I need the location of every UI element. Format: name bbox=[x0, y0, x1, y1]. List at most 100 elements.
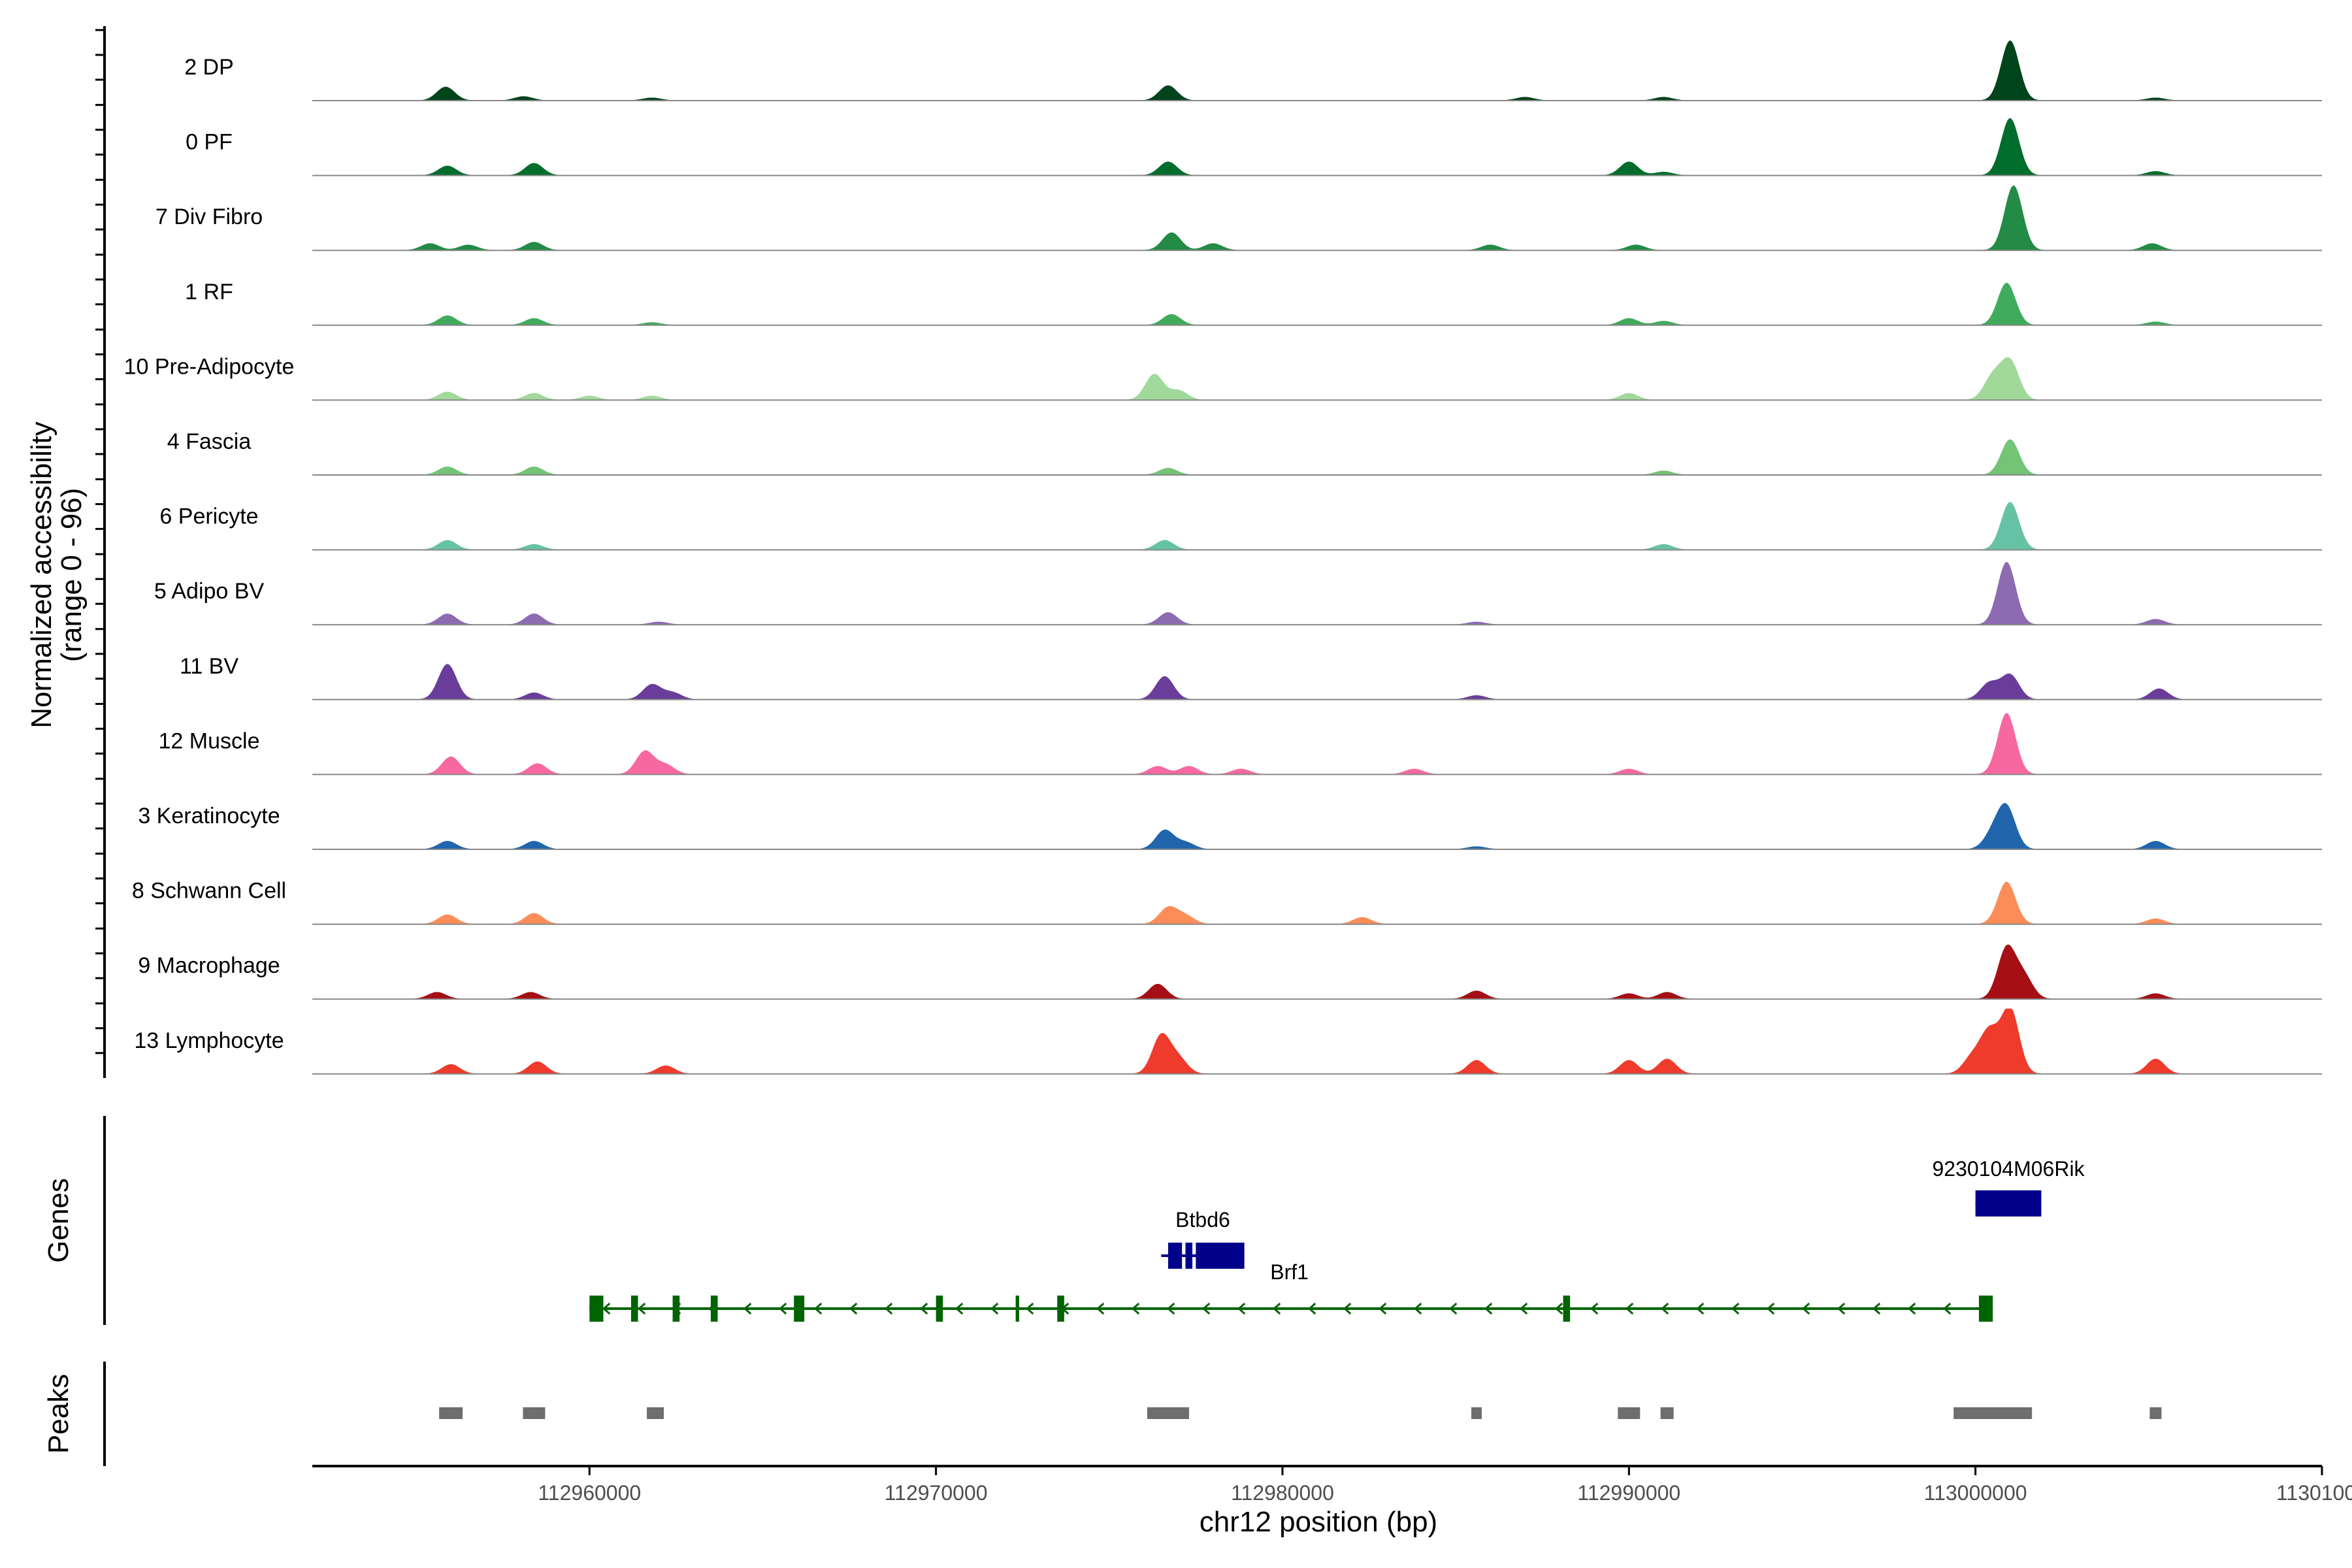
strand-arrow bbox=[1943, 1302, 1952, 1315]
strand-arrow bbox=[1449, 1302, 1458, 1315]
strand-arrow bbox=[1414, 1302, 1422, 1315]
track-label: 10 Pre-Adipocyte bbox=[124, 354, 295, 379]
strand-arrow bbox=[1096, 1302, 1105, 1315]
coverage-area bbox=[312, 502, 2253, 550]
track-label: 9 Macrophage bbox=[138, 953, 280, 978]
track-label: 3 Keratinocyte bbox=[138, 804, 280, 828]
strand-arrow bbox=[1520, 1302, 1528, 1315]
gene-exon bbox=[1185, 1243, 1193, 1269]
strand-arrow bbox=[1202, 1302, 1211, 1315]
strand-arrow bbox=[814, 1302, 823, 1315]
coverage-area bbox=[312, 1008, 2253, 1074]
coverage-area bbox=[312, 664, 2253, 700]
strand-arrow bbox=[1026, 1302, 1034, 1315]
peak-region bbox=[1471, 1407, 1482, 1419]
strand-arrow bbox=[1484, 1302, 1493, 1315]
gene-label: Brf1 bbox=[1270, 1260, 1309, 1284]
strand-arrow bbox=[1731, 1302, 1740, 1315]
gene-exon bbox=[630, 1296, 638, 1322]
peak-region bbox=[1660, 1407, 1674, 1419]
gene-exon bbox=[1975, 1190, 2042, 1217]
peak-region bbox=[647, 1407, 664, 1419]
x-tick-label: 112990000 bbox=[1577, 1481, 1680, 1505]
track-label: 12 Muscle bbox=[159, 728, 260, 753]
y-axis-title-line2: (range 0 - 96) bbox=[56, 488, 88, 662]
coverage-area bbox=[312, 562, 2253, 625]
x-tick-label: 11301000 bbox=[2276, 1481, 2352, 1505]
strand-arrow bbox=[1132, 1302, 1140, 1315]
gene-exon bbox=[1563, 1296, 1571, 1322]
track-label: 7 Div Fibro bbox=[155, 204, 263, 229]
strand-arrow bbox=[1590, 1302, 1599, 1315]
strand-arrow bbox=[1167, 1302, 1175, 1315]
peak-region bbox=[523, 1407, 546, 1419]
gene-exon bbox=[794, 1296, 805, 1322]
coverage-area bbox=[312, 803, 2253, 849]
coverage-tracks: 2 DP 0 PF 7 Div Fibro 1 RF 10 Pre-Adipocyte 4… bbox=[124, 40, 2322, 1075]
gene-exon bbox=[1196, 1243, 1245, 1269]
strand-arrow bbox=[1872, 1302, 1881, 1315]
strand-arrow bbox=[1837, 1302, 1846, 1315]
coverage-area bbox=[312, 944, 2253, 1000]
track-label: 2 DP bbox=[184, 55, 234, 80]
peak-region bbox=[1147, 1407, 1189, 1419]
strand-arrow bbox=[1379, 1302, 1387, 1315]
gene-exon bbox=[672, 1296, 680, 1322]
track-label: 13 Lymphocyte bbox=[134, 1028, 284, 1053]
strand-arrow bbox=[1908, 1302, 1916, 1315]
strand-arrow bbox=[1767, 1302, 1775, 1315]
gene-exon bbox=[1168, 1243, 1183, 1269]
coverage-area bbox=[312, 881, 2253, 924]
gene-exon bbox=[1057, 1296, 1064, 1322]
strand-arrow bbox=[1308, 1302, 1316, 1315]
coverage-area bbox=[312, 357, 2253, 400]
track-label: 8 Schwann Cell bbox=[132, 879, 286, 904]
track-label: 5 Adipo BV bbox=[154, 579, 265, 604]
x-tick-label: 112970000 bbox=[885, 1481, 988, 1505]
strand-arrow bbox=[885, 1302, 893, 1315]
strand-arrow bbox=[743, 1302, 752, 1315]
gene-track: 9230104M06Rik Btbd6 Brf1 bbox=[589, 1157, 2085, 1322]
coverage-area bbox=[312, 40, 2253, 101]
coverage-y-ticks bbox=[95, 29, 105, 1054]
strand-arrow bbox=[1625, 1302, 1634, 1315]
track-label: 6 Pericyte bbox=[159, 504, 258, 529]
strand-arrow bbox=[779, 1302, 787, 1315]
track-label: 4 Fascia bbox=[167, 429, 252, 454]
x-tick-label: 112960000 bbox=[538, 1481, 641, 1505]
strand-arrow bbox=[1696, 1302, 1705, 1315]
peaks-panel-title: Peaks bbox=[42, 1374, 74, 1454]
coverage-area bbox=[312, 439, 2253, 475]
coverage-area bbox=[312, 186, 2253, 251]
x-axis-title: chr12 position (bp) bbox=[1200, 1506, 1437, 1538]
gene-exon bbox=[1978, 1296, 1993, 1322]
strand-arrow bbox=[1343, 1302, 1352, 1315]
gene-exon bbox=[1015, 1296, 1019, 1322]
genes-panel-title: Genes bbox=[42, 1178, 74, 1263]
gene-exon bbox=[936, 1296, 943, 1322]
strand-arrow bbox=[638, 1302, 646, 1315]
coverage-area bbox=[312, 713, 2253, 775]
strand-arrow bbox=[1802, 1302, 1810, 1315]
gene-label: 9230104M06Rik bbox=[1933, 1157, 2085, 1181]
x-tick-label: 112980000 bbox=[1231, 1481, 1334, 1505]
x-axis-ticks: 112960000 112970000 112980000 112990000 1130… bbox=[538, 1466, 2352, 1505]
coverage-area bbox=[312, 283, 2253, 325]
track-label: 1 RF bbox=[185, 280, 233, 304]
x-tick-label: 113000000 bbox=[1924, 1481, 2027, 1505]
track-label: 0 PF bbox=[186, 130, 233, 155]
peak-region bbox=[439, 1407, 463, 1419]
peak-region bbox=[1953, 1407, 2033, 1419]
strand-arrow bbox=[920, 1302, 928, 1315]
gene-exon bbox=[589, 1296, 604, 1322]
coverage-area bbox=[312, 118, 2253, 176]
strand-arrow bbox=[849, 1302, 858, 1315]
strand-arrow bbox=[1237, 1302, 1246, 1315]
strand-arrow bbox=[1273, 1302, 1281, 1315]
strand-arrow bbox=[1555, 1302, 1563, 1315]
strand-arrow bbox=[990, 1302, 999, 1315]
strand-arrow bbox=[955, 1302, 964, 1315]
strand-arrow bbox=[602, 1302, 611, 1315]
strand-arrow bbox=[1661, 1302, 1669, 1315]
